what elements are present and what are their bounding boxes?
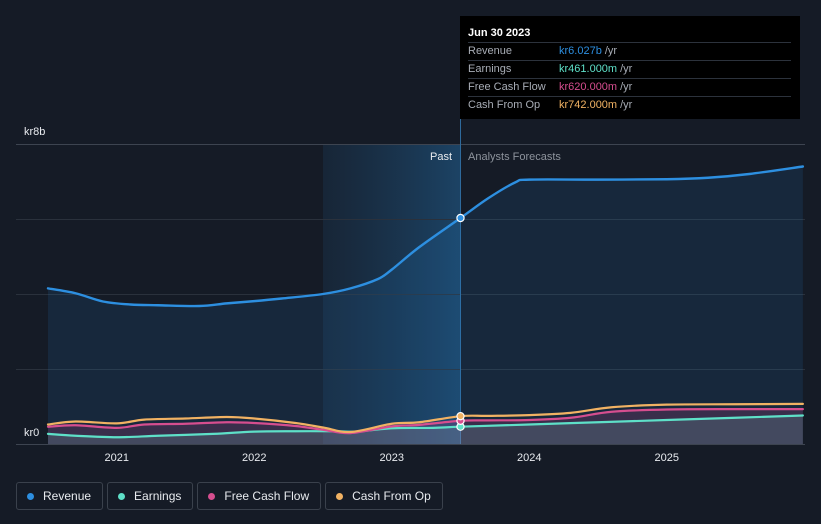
legend-dot-icon [27,492,34,500]
tooltip-row-value: kr6.027b [559,45,602,57]
tooltip-row-unit: /yr [620,63,633,75]
tooltip-row-unit: /yr [604,45,618,57]
tooltip-row-revenue: Revenue kr6.027b /yr [468,42,791,60]
tooltip-row-value: kr742.000m [559,99,618,111]
tooltip-row-value: kr461.000m [559,63,618,75]
legend-item-earnings[interactable]: Earnings [107,482,194,510]
legend-item-cash-from-op[interactable]: Cash From Op [325,482,443,510]
tooltip-row-label: Free Cash Flow [468,81,546,93]
series-area-free-cash-flow [48,409,803,444]
marker-revenue[interactable] [456,213,465,223]
y-max-label: kr8b [24,126,45,138]
tooltip-row-free-cash-flow: Free Cash Flow kr620.000m /yr [468,78,791,96]
series-line-cash-from-op [46,402,804,434]
x-tick-2024: 2024 [517,452,541,464]
x-tick-2023: 2023 [380,452,404,464]
legend-label: Cash From Op [352,489,431,503]
tooltip-date: Jun 30 2023 [468,27,531,39]
chart-legend: Revenue Earnings Free Cash Flow Cash Fro… [16,482,443,510]
legend-dot-icon [118,492,126,500]
tooltip-row-label: Revenue [468,45,513,57]
data-tooltip: Jun 30 2023 Revenue kr6.027b /yr Earning… [460,16,800,119]
series-line-revenue [46,165,805,308]
tooltip-row-earnings: Earnings kr461.000m /yr [468,60,791,78]
x-tick-2021: 2021 [105,452,129,464]
x-tick-2025: 2025 [655,452,679,464]
legend-dot-icon [336,492,344,500]
y-min-label: kr0 [24,427,39,439]
past-label: Past [430,151,452,163]
legend-item-free-cash-flow[interactable]: Free Cash Flow [197,482,322,510]
marker-cash-from-op[interactable] [456,411,465,421]
tooltip-row-cash-from-op: Cash From Op kr742.000m /yr [468,96,791,114]
legend-dot-icon [208,492,216,500]
legend-label: Free Cash Flow [224,489,310,503]
series-area-revenue [48,166,803,444]
tooltip-row-unit: /yr [620,81,633,93]
x-tick-2022: 2022 [242,452,266,464]
legend-label: Earnings [134,489,182,503]
tooltip-row-unit: /yr [620,99,633,111]
legend-label: Revenue [43,489,92,503]
tooltip-row-value: kr620.000m [559,81,618,93]
series-line-free-cash-flow [46,407,804,435]
tooltip-row-label: Earnings [468,63,512,75]
forecast-label: Analysts Forecasts [468,151,561,163]
legend-item-revenue[interactable]: Revenue [16,482,104,510]
tooltip-row-label: Cash From Op [468,99,541,111]
